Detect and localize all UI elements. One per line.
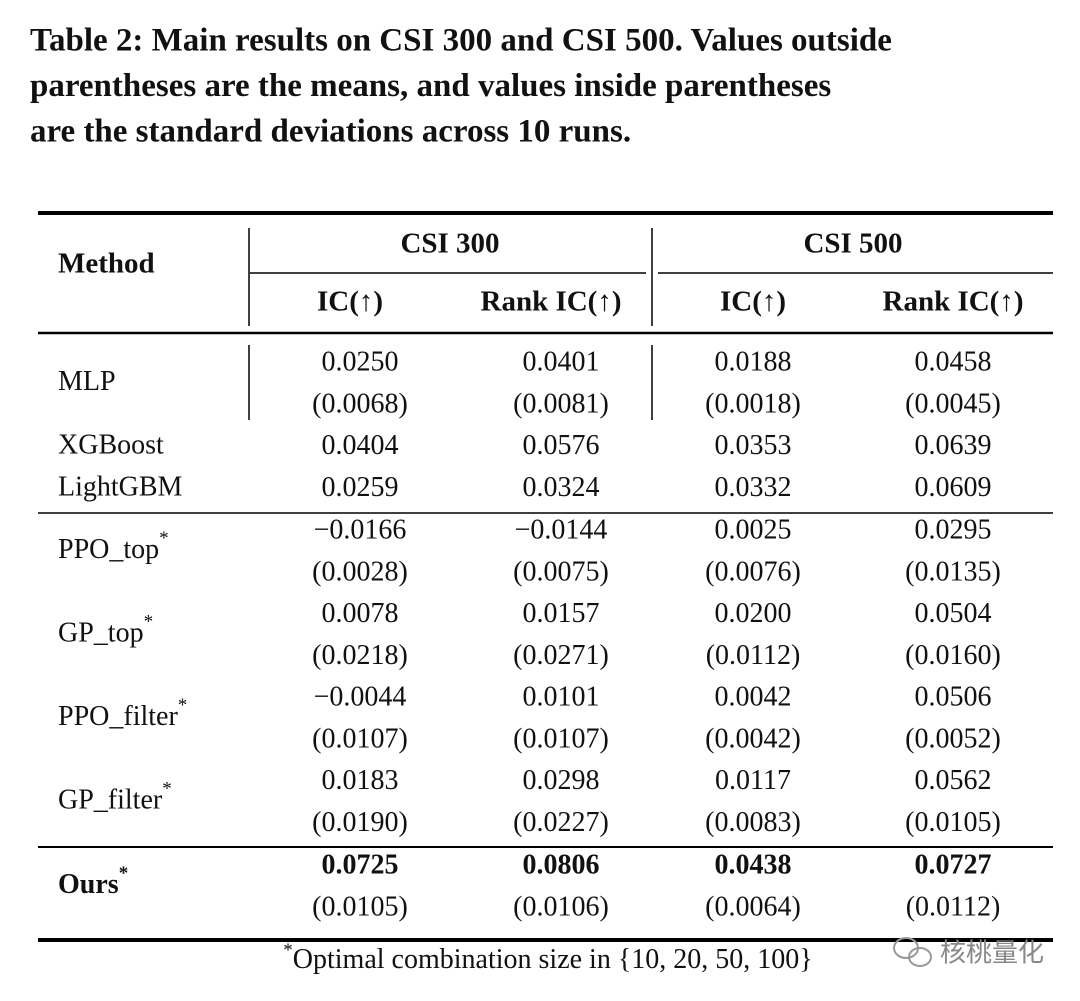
method-name: Ours* [58, 863, 128, 900]
header-metric: Rank IC(↑) [481, 286, 622, 318]
mean-value: −0.0044 [314, 681, 407, 712]
std-value: (0.0042) [705, 723, 801, 754]
mean-value: 0.0324 [523, 472, 600, 503]
method-mark: * [162, 779, 172, 800]
std-value: (0.0106) [513, 891, 609, 922]
watermark-icon [893, 937, 932, 967]
caption-line: parentheses are the means, and values in… [30, 68, 831, 104]
method-mark: * [178, 695, 188, 716]
mean-value: 0.0401 [523, 346, 600, 377]
std-value: (0.0081) [513, 388, 609, 419]
mean-value: 0.0727 [915, 849, 992, 880]
mean-value: 0.0506 [915, 681, 992, 712]
method-text: GP_filter [58, 785, 163, 816]
mean-value: 0.0042 [715, 681, 792, 712]
header-group: CSI 500 [803, 228, 902, 260]
method-text: PPO_filter [58, 701, 178, 732]
std-value: (0.0018) [705, 388, 801, 419]
mean-value: 0.0101 [523, 681, 600, 712]
mean-value: 0.0298 [523, 765, 600, 796]
header-metric: IC(↑) [317, 286, 383, 318]
std-value: (0.0160) [905, 640, 1001, 671]
method-text: PPO_top [58, 534, 159, 565]
method-name: MLP [58, 366, 116, 397]
std-value: (0.0271) [513, 640, 609, 671]
method-text: XGBoost [58, 430, 164, 461]
method-name: PPO_top* [58, 528, 169, 565]
method-mark: * [144, 612, 154, 633]
method-mark: * [119, 863, 129, 884]
std-value: (0.0107) [513, 723, 609, 754]
mean-value: 0.0576 [523, 430, 600, 461]
std-value: (0.0105) [312, 891, 408, 922]
mean-value: 0.0259 [322, 472, 399, 503]
std-value: (0.0227) [513, 807, 609, 838]
caption-line: Table 2: Main results on CSI 300 and CSI… [30, 23, 892, 59]
std-value: (0.0112) [706, 640, 801, 671]
mean-value: 0.0609 [915, 472, 992, 503]
method-name: XGBoost [58, 430, 164, 461]
mean-value: 0.0725 [322, 849, 399, 880]
mean-value: 0.0504 [915, 598, 992, 629]
std-value: (0.0028) [312, 556, 408, 587]
std-value: (0.0083) [705, 807, 801, 838]
footnote-text: Optimal combination size in {10, 20, 50,… [293, 944, 813, 975]
method-text: GP_top [58, 618, 144, 649]
method-name: GP_top* [58, 612, 153, 649]
mean-value: 0.0295 [915, 514, 992, 545]
mean-value: 0.0117 [715, 765, 791, 796]
mean-value: 0.0404 [322, 430, 399, 461]
mean-value: 0.0188 [715, 346, 792, 377]
header-group: CSI 300 [400, 228, 499, 260]
header-method: Method [58, 248, 155, 280]
footnote: *Optimal combination size in {10, 20, 50… [283, 940, 812, 975]
mean-value: 0.0639 [915, 430, 992, 461]
std-value: (0.0107) [312, 723, 408, 754]
mean-value: 0.0438 [715, 849, 792, 880]
mean-value: −0.0166 [314, 514, 407, 545]
method-name: GP_filter* [58, 779, 172, 816]
mean-value: 0.0250 [322, 346, 399, 377]
std-value: (0.0045) [905, 388, 1001, 419]
method-name: LightGBM [58, 472, 183, 503]
std-value: (0.0135) [905, 556, 1001, 587]
mean-value: 0.0562 [915, 765, 992, 796]
mean-value: 0.0806 [523, 849, 600, 880]
std-value: (0.0064) [705, 891, 801, 922]
mean-value: 0.0157 [523, 598, 600, 629]
std-value: (0.0068) [312, 388, 408, 419]
std-value: (0.0052) [905, 723, 1001, 754]
mean-value: 0.0078 [322, 598, 399, 629]
method-text: Ours [58, 869, 119, 900]
mean-value: 0.0200 [715, 598, 792, 629]
method-text: LightGBM [58, 472, 183, 503]
header-metric: Rank IC(↑) [883, 286, 1024, 318]
std-value: (0.0218) [312, 640, 408, 671]
mean-value: 0.0183 [322, 765, 399, 796]
method-mark: * [159, 528, 169, 549]
mean-value: 0.0332 [715, 472, 792, 503]
mean-value: 0.0025 [715, 514, 792, 545]
std-value: (0.0190) [312, 807, 408, 838]
mean-value: 0.0458 [915, 346, 992, 377]
footnote-mark: * [283, 940, 293, 961]
method-text: MLP [58, 366, 116, 397]
mean-value: −0.0144 [515, 514, 608, 545]
method-name: PPO_filter* [58, 695, 187, 732]
std-value: (0.0105) [905, 807, 1001, 838]
std-value: (0.0112) [906, 891, 1001, 922]
header-metric: IC(↑) [720, 286, 786, 318]
std-value: (0.0075) [513, 556, 609, 587]
mean-value: 0.0353 [715, 430, 792, 461]
watermark: 核桃量化 [940, 939, 1044, 969]
std-value: (0.0076) [705, 556, 801, 587]
caption-line: are the standard deviations across 10 ru… [30, 114, 631, 150]
